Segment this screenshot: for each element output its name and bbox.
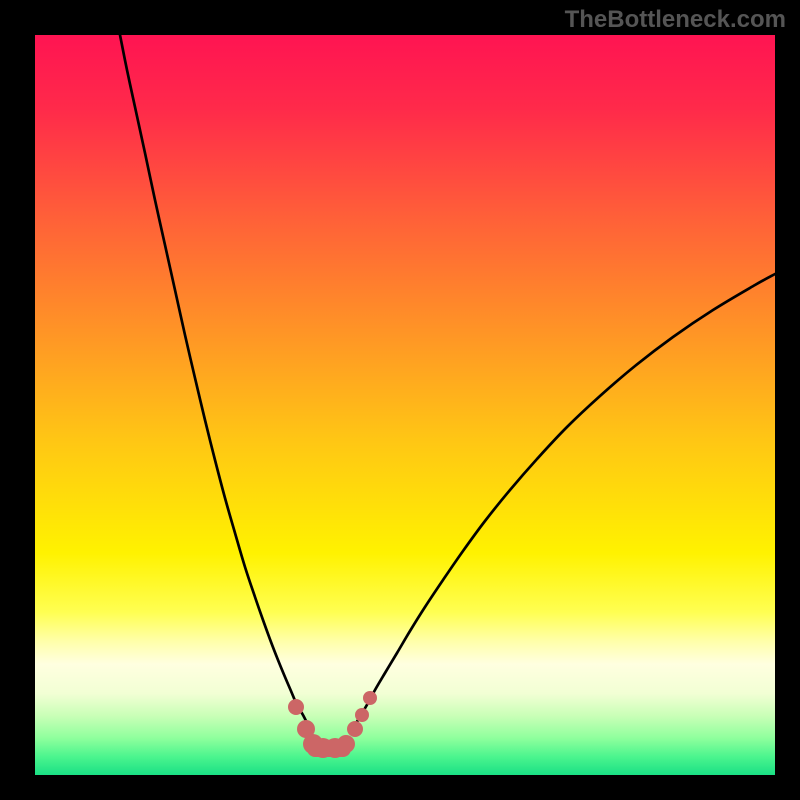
- valley-marker-dot: [337, 735, 355, 753]
- plot-svg: [35, 35, 775, 775]
- watermark-text: TheBottleneck.com: [565, 6, 786, 34]
- valley-marker-dot: [355, 708, 369, 722]
- valley-marker-dot: [288, 699, 304, 715]
- valley-marker-dot: [347, 721, 363, 737]
- chart-container: TheBottleneck.com: [0, 0, 800, 800]
- plot-area: [35, 35, 775, 775]
- gradient-background: [35, 35, 775, 775]
- valley-marker-dot: [363, 691, 377, 705]
